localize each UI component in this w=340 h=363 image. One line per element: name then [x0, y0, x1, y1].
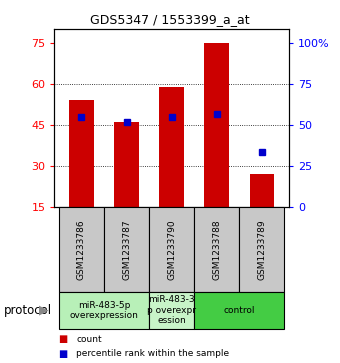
Text: ■: ■	[58, 349, 67, 359]
Bar	[159, 86, 184, 207]
Bar	[69, 100, 94, 207]
Bar	[59, 292, 149, 329]
Bar	[149, 292, 194, 329]
Text: GSM1233788: GSM1233788	[212, 219, 221, 280]
Text: control: control	[224, 306, 255, 315]
Bar	[104, 207, 149, 292]
Text: protocol: protocol	[3, 304, 52, 317]
Text: GSM1233786: GSM1233786	[77, 219, 86, 280]
Bar	[250, 174, 274, 207]
Text: miR-483-5p
overexpression: miR-483-5p overexpression	[70, 301, 138, 320]
Bar	[194, 292, 285, 329]
Bar	[149, 207, 194, 292]
Text: percentile rank within the sample: percentile rank within the sample	[76, 350, 230, 358]
Bar	[204, 43, 229, 207]
Text: miR-483-3
p overexpr
ession: miR-483-3 p overexpr ession	[147, 295, 196, 325]
Text: GSM1233789: GSM1233789	[257, 219, 267, 280]
Text: GDS5347 / 1553399_a_at: GDS5347 / 1553399_a_at	[90, 13, 250, 26]
Bar	[194, 207, 239, 292]
Text: ■: ■	[58, 334, 67, 344]
Text: count: count	[76, 335, 102, 344]
Text: GSM1233787: GSM1233787	[122, 219, 131, 280]
Text: GSM1233790: GSM1233790	[167, 219, 176, 280]
Bar	[59, 207, 104, 292]
Text: ▶: ▶	[39, 304, 49, 317]
Bar	[239, 207, 285, 292]
Bar	[114, 122, 139, 207]
